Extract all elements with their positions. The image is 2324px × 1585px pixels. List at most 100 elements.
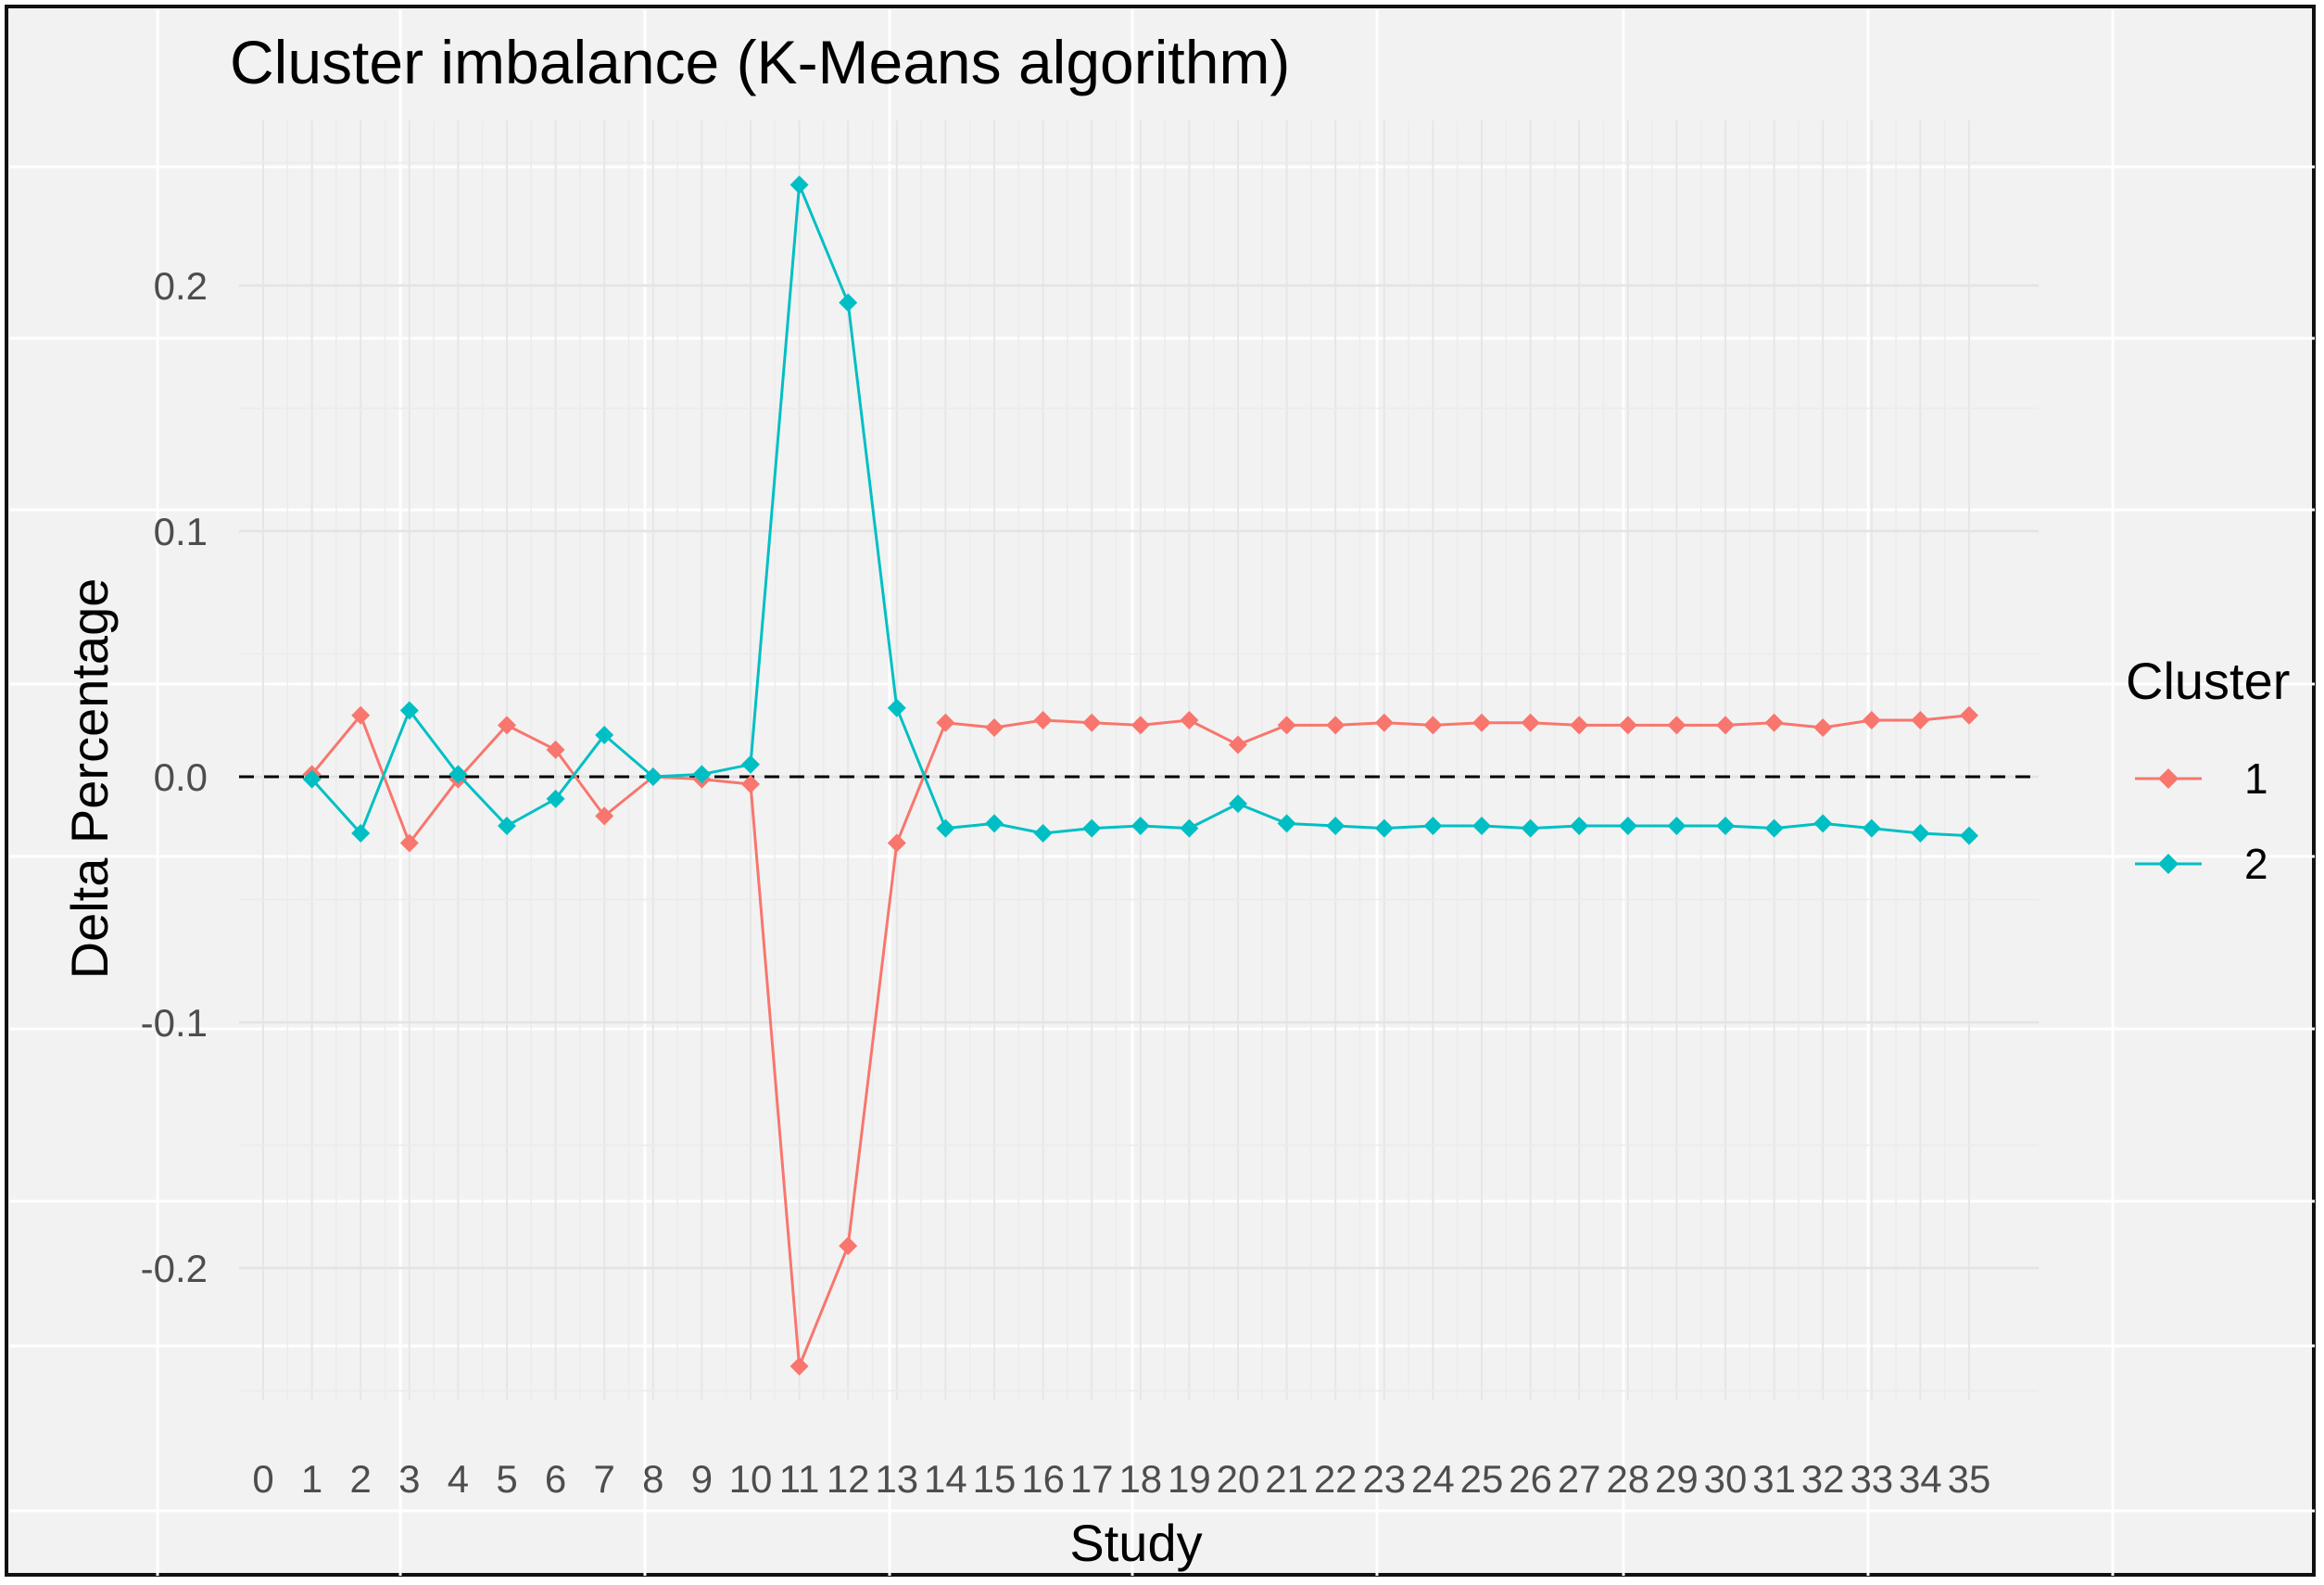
y-axis-label: Delta Percentage (60, 578, 119, 980)
x-tick-label: 1 (301, 1457, 322, 1501)
x-tick-label: 7 (594, 1457, 615, 1501)
series-2-point-23 (1374, 818, 1394, 838)
x-tick-label: 31 (1752, 1457, 1796, 1501)
series-2-point-24 (1423, 817, 1443, 835)
x-tick-label: 23 (1362, 1457, 1406, 1501)
series-1-point-13 (887, 833, 906, 853)
series-2-point-7 (595, 725, 614, 744)
series-1-point-21 (1277, 716, 1296, 735)
series-2-point-13 (887, 698, 906, 717)
x-tick-label: 16 (1021, 1457, 1065, 1501)
series-1-point-31 (1764, 713, 1784, 732)
x-tick-label: 0 (252, 1457, 273, 1501)
series-2-point-25 (1472, 817, 1491, 835)
x-tick-label: 24 (1411, 1457, 1455, 1501)
series-1-point-20 (1229, 735, 1247, 754)
series-1-point-19 (1180, 711, 1199, 730)
legend-label: 2 (2244, 840, 2268, 888)
series-1-point-23 (1374, 713, 1394, 732)
series-2-point-20 (1229, 794, 1247, 814)
series-2-point-10 (741, 754, 760, 774)
legend: Cluster 1 2 (2126, 652, 2290, 888)
x-tick-label: 6 (545, 1457, 566, 1501)
series-1-point-16 (1033, 711, 1053, 730)
x-tick-label: 33 (1850, 1457, 1893, 1501)
series-2-point-22 (1326, 817, 1345, 835)
series-1-point-22 (1326, 716, 1345, 735)
series-2-point-1 (302, 769, 322, 789)
series-2-point-4 (448, 765, 468, 784)
series-1-point-30 (1716, 716, 1735, 735)
x-tick-label: 28 (1606, 1457, 1649, 1501)
series-1-point-14 (936, 713, 955, 732)
x-tick-label: 10 (729, 1457, 773, 1501)
x-tick-label: 2 (350, 1457, 372, 1501)
x-tick-label: 3 (398, 1457, 420, 1501)
series-1-point-28 (1618, 716, 1637, 735)
series-2-point-16 (1033, 823, 1053, 843)
series-2-point-18 (1130, 817, 1150, 835)
series-2-point-27 (1570, 817, 1589, 835)
series-2-point-30 (1716, 817, 1735, 835)
legend-key-marker (2158, 768, 2179, 789)
series-1-point-18 (1130, 716, 1150, 735)
series-2-point-11 (789, 175, 809, 195)
series-2-point-28 (1618, 817, 1637, 835)
series-1-point-10 (741, 774, 760, 793)
plot-grid (239, 120, 2039, 1400)
x-tick-label: 20 (1217, 1457, 1260, 1501)
legend-label: 1 (2244, 754, 2268, 803)
series-1-point-25 (1472, 713, 1491, 732)
x-tick-label: 19 (1168, 1457, 1211, 1501)
series-1-point-27 (1570, 716, 1589, 735)
y-tick-label: 0.1 (154, 510, 208, 553)
series-1-point-29 (1667, 716, 1686, 735)
x-tick-label: 12 (827, 1457, 870, 1501)
x-tick-label: 4 (448, 1457, 469, 1501)
x-tick-label: 8 (642, 1457, 663, 1501)
legend-title: Cluster (2126, 652, 2290, 710)
series-1-point-11 (789, 1357, 809, 1376)
series-2-point-12 (839, 293, 858, 312)
x-tick-label: 34 (1899, 1457, 1942, 1501)
series-2-point-35 (1960, 826, 1978, 845)
x-axis-label: Study (1069, 1514, 1202, 1572)
series-1-point-34 (1911, 711, 1930, 730)
series-1-point-24 (1423, 716, 1443, 735)
x-tick-label: 14 (924, 1457, 967, 1501)
series-2-point-34 (1911, 823, 1930, 843)
x-tick-label: 29 (1655, 1457, 1699, 1501)
x-tick-label: 13 (875, 1457, 918, 1501)
series-1-point-3 (399, 833, 419, 853)
series-2-point-21 (1277, 814, 1296, 833)
series-1-point-12 (839, 1236, 858, 1256)
x-tick-label: 30 (1704, 1457, 1748, 1501)
series-1-point-15 (985, 718, 1004, 737)
series-1-point-2 (351, 705, 371, 725)
series-layer (302, 175, 1978, 1376)
series-2-point-19 (1180, 818, 1199, 838)
series-1-point-32 (1813, 718, 1833, 737)
series-2-point-8 (643, 767, 663, 786)
y-tick-labels: 0.2 0.1 0.0 -0.1 -0.2 (141, 264, 208, 1290)
series-2-point-32 (1813, 814, 1833, 833)
series-2-point-17 (1082, 818, 1102, 838)
y-tick-label: -0.2 (141, 1247, 208, 1290)
x-tick-label: 32 (1801, 1457, 1845, 1501)
x-tick-label: 15 (973, 1457, 1017, 1501)
chart-title: Cluster imbalance (K-Means algorithm) (230, 28, 1290, 96)
x-tick-label: 11 (779, 1457, 820, 1501)
series-1-point-26 (1521, 713, 1540, 732)
series-1-point-5 (498, 716, 516, 735)
series-2-point-2 (351, 823, 371, 843)
series-2-point-15 (985, 814, 1004, 833)
y-tick-label: -0.1 (141, 1001, 208, 1045)
series-1-point-17 (1082, 713, 1102, 732)
x-tick-label: 25 (1460, 1457, 1504, 1501)
x-tick-label: 22 (1314, 1457, 1358, 1501)
x-tick-label: 17 (1070, 1457, 1114, 1501)
x-tick-label: 9 (691, 1457, 713, 1501)
series-2-point-29 (1667, 817, 1686, 835)
series-2-point-26 (1521, 818, 1540, 838)
series-2-point-9 (692, 765, 712, 784)
